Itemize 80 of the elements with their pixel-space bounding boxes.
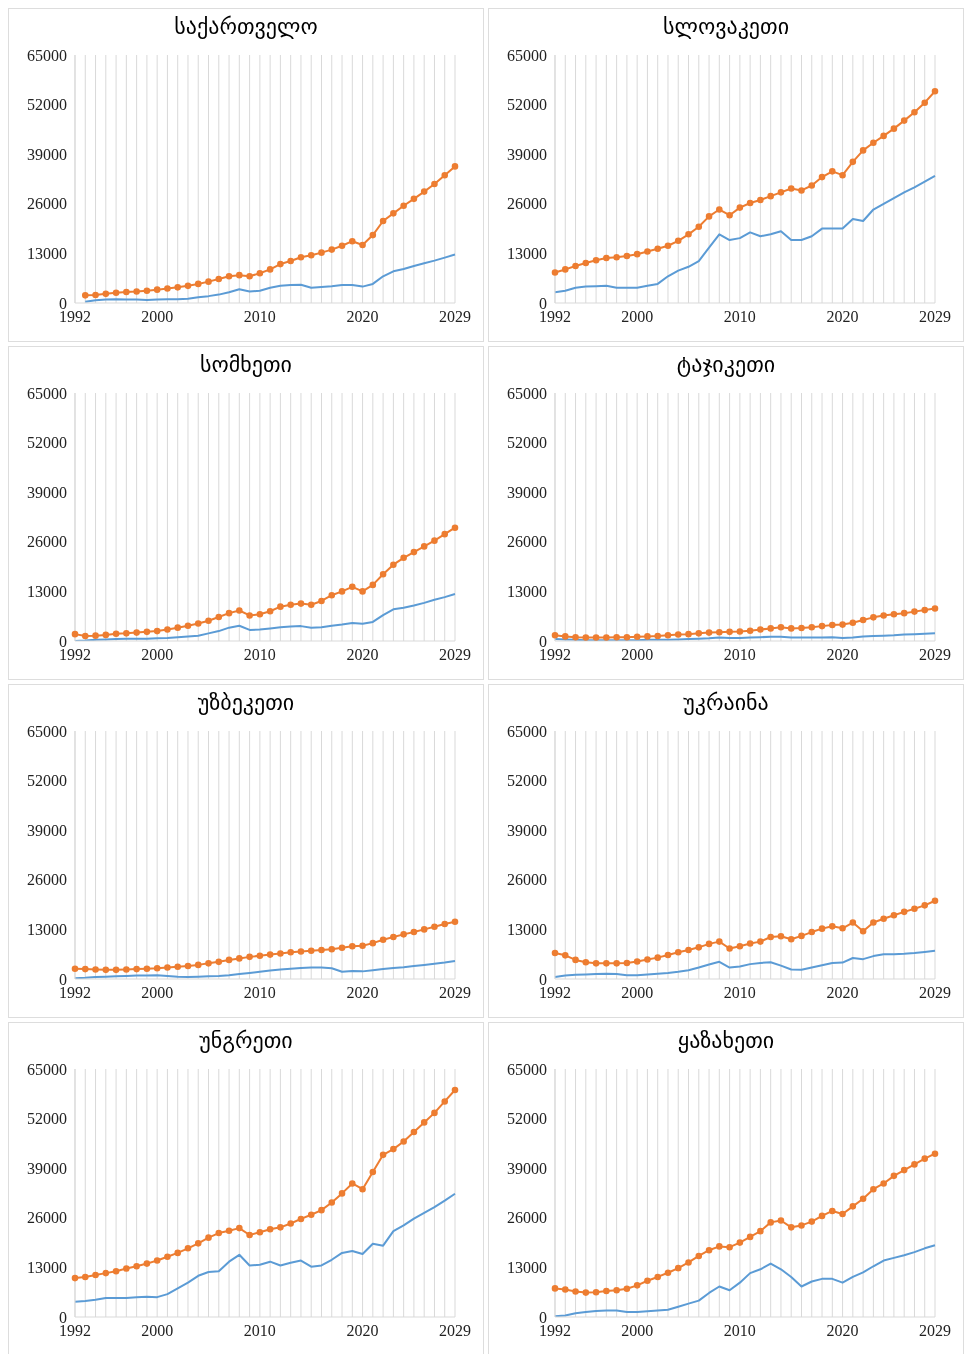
y-tick-label: 39000 bbox=[507, 483, 547, 501]
y-tick-label: 26000 bbox=[27, 195, 67, 213]
y-tick-label: 26000 bbox=[27, 871, 67, 889]
y-tick-label: 65000 bbox=[27, 1060, 67, 1078]
y-tick-label: 52000 bbox=[27, 1110, 67, 1128]
y-tick-label: 26000 bbox=[507, 195, 547, 213]
x-tick-label: 2000 bbox=[141, 1322, 174, 1340]
y-tick-label: 39000 bbox=[507, 821, 547, 839]
x-tick-label: 2029 bbox=[919, 984, 951, 1002]
x-tick-label: 2010 bbox=[243, 984, 276, 1002]
x-tick-label: 2020 bbox=[346, 646, 379, 664]
x-tick-label: 2029 bbox=[919, 308, 951, 326]
y-tick-label: 26000 bbox=[27, 533, 67, 551]
y-tick-label: 39000 bbox=[27, 821, 67, 839]
y-tick-label: 26000 bbox=[507, 1209, 547, 1227]
y-tick-label: 13000 bbox=[27, 921, 67, 939]
y-tick-label: 39000 bbox=[27, 1159, 67, 1177]
y-tick-label: 13000 bbox=[27, 583, 67, 601]
y-tick-label: 13000 bbox=[507, 1259, 547, 1277]
y-tick-label: 13000 bbox=[27, 1259, 67, 1277]
x-tick-label: 2020 bbox=[346, 1322, 379, 1340]
x-tick-label: 2020 bbox=[826, 1322, 859, 1340]
x-tick-label: 2000 bbox=[621, 646, 654, 664]
x-tick-label: 2010 bbox=[243, 646, 276, 664]
y-tick-label: 65000 bbox=[27, 384, 67, 402]
x-tick-label: 2020 bbox=[346, 984, 379, 1002]
x-tick-label: 2000 bbox=[141, 308, 174, 326]
chart-title: უზბეკეთი bbox=[196, 689, 296, 717]
chart-title: სლოვაკეთი bbox=[661, 13, 791, 41]
chart-title: ტაჯიკეთი bbox=[675, 351, 777, 379]
y-tick-label: 26000 bbox=[507, 533, 547, 551]
y-tick-label: 65000 bbox=[27, 46, 67, 64]
y-tick-label: 65000 bbox=[507, 46, 547, 64]
x-tick-label: 2029 bbox=[919, 646, 951, 664]
x-tick-label: 2010 bbox=[723, 646, 756, 664]
y-tick-label: 65000 bbox=[507, 1060, 547, 1078]
chart-title: ყაზახეთი bbox=[676, 1027, 776, 1055]
y-tick-label: 52000 bbox=[27, 96, 67, 114]
y-tick-label: 26000 bbox=[27, 1209, 67, 1227]
chart-title: სომხეთი bbox=[199, 351, 293, 379]
y-tick-label: 52000 bbox=[507, 434, 547, 452]
y-tick-label: 13000 bbox=[27, 245, 67, 263]
x-tick-label: 2010 bbox=[723, 984, 756, 1002]
y-tick-label: 26000 bbox=[507, 871, 547, 889]
y-tick-label: 39000 bbox=[27, 483, 67, 501]
y-tick-label: 52000 bbox=[507, 772, 547, 790]
x-tick-label: 2020 bbox=[826, 646, 859, 664]
y-tick-label: 52000 bbox=[507, 96, 547, 114]
y-tick-label: 13000 bbox=[507, 921, 547, 939]
chart-title: უნგრეთი bbox=[198, 1027, 294, 1055]
y-tick-label: 52000 bbox=[507, 1110, 547, 1128]
x-tick-label: 2010 bbox=[723, 1322, 756, 1340]
y-tick-label: 52000 bbox=[27, 772, 67, 790]
y-tick-label: 39000 bbox=[27, 145, 67, 163]
x-tick-label: 2020 bbox=[826, 308, 859, 326]
y-tick-label: 39000 bbox=[507, 1159, 547, 1177]
y-tick-label: 52000 bbox=[27, 434, 67, 452]
x-tick-label: 2029 bbox=[439, 1322, 471, 1340]
x-tick-label: 2000 bbox=[621, 308, 654, 326]
x-tick-label: 2020 bbox=[826, 984, 859, 1002]
chart-title: საქართველო bbox=[173, 13, 319, 41]
x-tick-label: 2029 bbox=[439, 308, 471, 326]
x-tick-label: 2029 bbox=[439, 646, 471, 664]
x-tick-label: 2000 bbox=[621, 1322, 654, 1340]
chart-title: უკრაინა bbox=[682, 689, 770, 717]
x-tick-label: 2010 bbox=[243, 1322, 276, 1340]
x-tick-label: 2000 bbox=[621, 984, 654, 1002]
x-tick-label: 2000 bbox=[141, 646, 174, 664]
x-tick-label: 2020 bbox=[346, 308, 379, 326]
y-tick-label: 65000 bbox=[507, 722, 547, 740]
x-tick-label: 2029 bbox=[439, 984, 471, 1002]
y-tick-label: 13000 bbox=[507, 245, 547, 263]
y-tick-label: 13000 bbox=[507, 583, 547, 601]
x-tick-label: 2000 bbox=[141, 984, 174, 1002]
x-tick-label: 2010 bbox=[723, 308, 756, 326]
y-tick-label: 65000 bbox=[507, 384, 547, 402]
y-tick-label: 39000 bbox=[507, 145, 547, 163]
x-tick-label: 2029 bbox=[919, 1322, 951, 1340]
y-tick-label: 65000 bbox=[27, 722, 67, 740]
x-tick-label: 2010 bbox=[243, 308, 276, 326]
